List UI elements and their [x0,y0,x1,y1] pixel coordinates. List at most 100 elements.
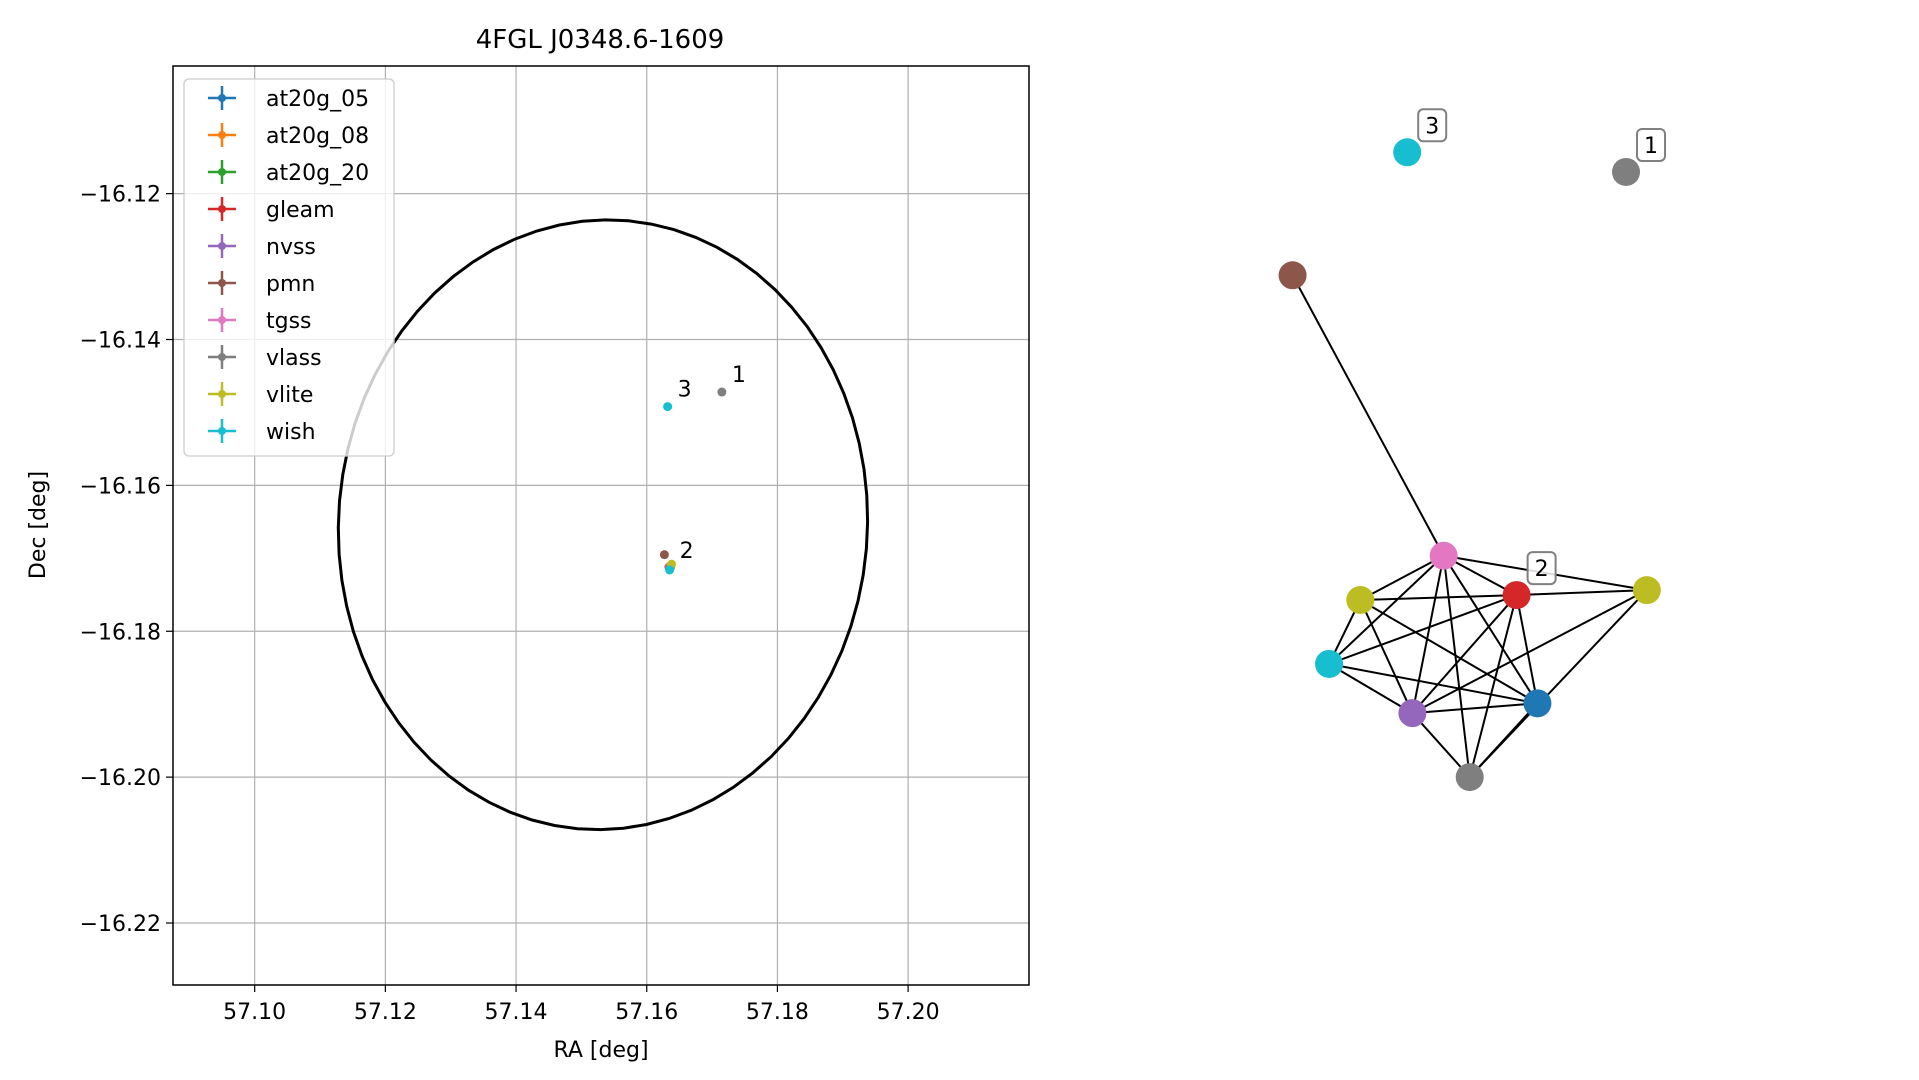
x-tick-label: 57.18 [746,1000,809,1025]
graph-node-tgss [1429,541,1458,570]
y-axis-label: Dec [deg] [26,471,51,579]
graph-node-label: 1 [1636,127,1667,162]
x-tick-label: 57.20 [877,1000,940,1025]
data-point-vlass [717,387,727,397]
graph-node-label: 3 [1417,108,1448,143]
y-axis-ticks: −16.12 −16.14 −16.16 −16.18 −16.20 −16.22 [80,183,173,937]
legend-label: gleam [266,198,335,223]
data-points [659,387,727,575]
legend-item: at20g_20 [208,160,369,186]
y-tick-label: −16.12 [80,183,161,208]
plot-frame [172,65,1030,986]
error-ellipse-path [336,218,870,832]
legend-label: vlass [266,346,322,371]
legend-marker-dot [218,316,226,324]
graph-edge [1412,702,1538,715]
graph-edge [1328,554,1445,665]
legend-marker-dot [218,94,226,102]
legend-marker-dot [218,390,226,398]
graph-edges [1291,274,1648,778]
x-axis-label: RA [deg] [553,1038,648,1063]
point-annotations: 1 2 3 [678,363,746,564]
graph-node-labels: 1 3 2 [1417,108,1667,586]
legend-marker-dot [218,131,226,139]
legend-marker-dot [218,205,226,213]
graph-edge [1442,555,1471,778]
legend-label: pmn [266,272,315,297]
x-axis-ticks: 57.10 57.12 57.14 57.16 57.18 57.20 [223,985,940,1025]
legend-marker-dot [218,427,226,435]
y-tick-label: −16.20 [80,766,161,791]
legend-box [183,78,395,457]
legend-marker-dot [218,242,226,250]
data-point-wish [663,402,673,412]
graph-node-label-box [1526,551,1557,586]
legend-label: wish [266,420,316,445]
network-panel: 1 3 2 [1278,108,1667,792]
graph-node-vlite_b [1632,576,1661,605]
graph-node-wish_3 [1393,138,1422,167]
x-tick-label: 57.12 [354,1000,417,1025]
data-point-wish [665,565,675,575]
legend-item: at20g_05 [208,86,369,112]
chart-title: 4FGL J0348.6-1609 [476,25,725,55]
graph-edge [1516,589,1647,597]
legend-item: vlite [208,382,313,408]
graph-node-pmn [1278,261,1307,290]
graph-edge [1468,702,1539,778]
graph-edge [1328,594,1517,665]
graph-node-at20g_05 [1523,689,1552,718]
legend-item: tgss [208,308,312,334]
point-annotation: 3 [678,378,692,403]
legend-item: at20g_08 [208,123,369,149]
graph-node-vlite [1346,586,1375,614]
graph-edge [1515,594,1539,704]
legend-item: wish [208,419,316,445]
legend-label: at20g_05 [266,87,369,112]
legend-label: at20g_08 [266,124,369,149]
point-annotation: 1 [732,363,746,388]
legend-item: vlass [208,345,322,371]
graph-edge [1291,274,1445,557]
graph-edge [1359,599,1414,714]
legend-marker-dot [218,353,226,361]
legend-label: at20g_20 [266,161,369,186]
x-tick-label: 57.16 [615,1000,678,1025]
graph-edge [1359,599,1538,705]
graph-node-nvss [1398,699,1427,728]
y-tick-label: −16.22 [80,912,161,937]
legend-label: nvss [266,235,316,260]
graph-node-vlass_1 [1612,157,1641,186]
graph-edge [1468,594,1518,778]
legend-item: pmn [208,271,315,297]
graph-node-label-text: 3 [1425,114,1439,139]
graph-nodes [1278,138,1661,792]
graph-node-label-text: 2 [1535,557,1549,582]
graph-node-vlass [1455,763,1484,792]
point-annotation: 2 [680,539,694,564]
graph-edge [1411,712,1471,778]
graph-edge [1411,594,1518,714]
x-tick-label: 57.10 [223,1000,286,1025]
graph-node-label: 2 [1526,551,1557,586]
y-tick-label: −16.14 [80,329,161,354]
legend-label: vlite [266,383,313,408]
graph-edge [1442,555,1539,704]
legend-item: nvss [208,234,316,260]
graph-edge [1411,555,1445,714]
graph-edge [1359,554,1445,601]
legend-label: tgss [266,309,312,334]
legend-item: gleam [208,197,335,223]
data-point-pmn [659,550,669,560]
error-ellipse [336,218,870,832]
y-tick-label: −16.16 [80,474,161,499]
x-tick-label: 57.14 [485,1000,548,1025]
grid-lines [173,66,1029,985]
legend-marker-dot [218,279,226,287]
graph-node-label-box [1417,108,1448,143]
graph-node-gleam [1502,581,1531,610]
graph-edge [1411,589,1648,715]
y-tick-label: −16.18 [80,620,161,645]
